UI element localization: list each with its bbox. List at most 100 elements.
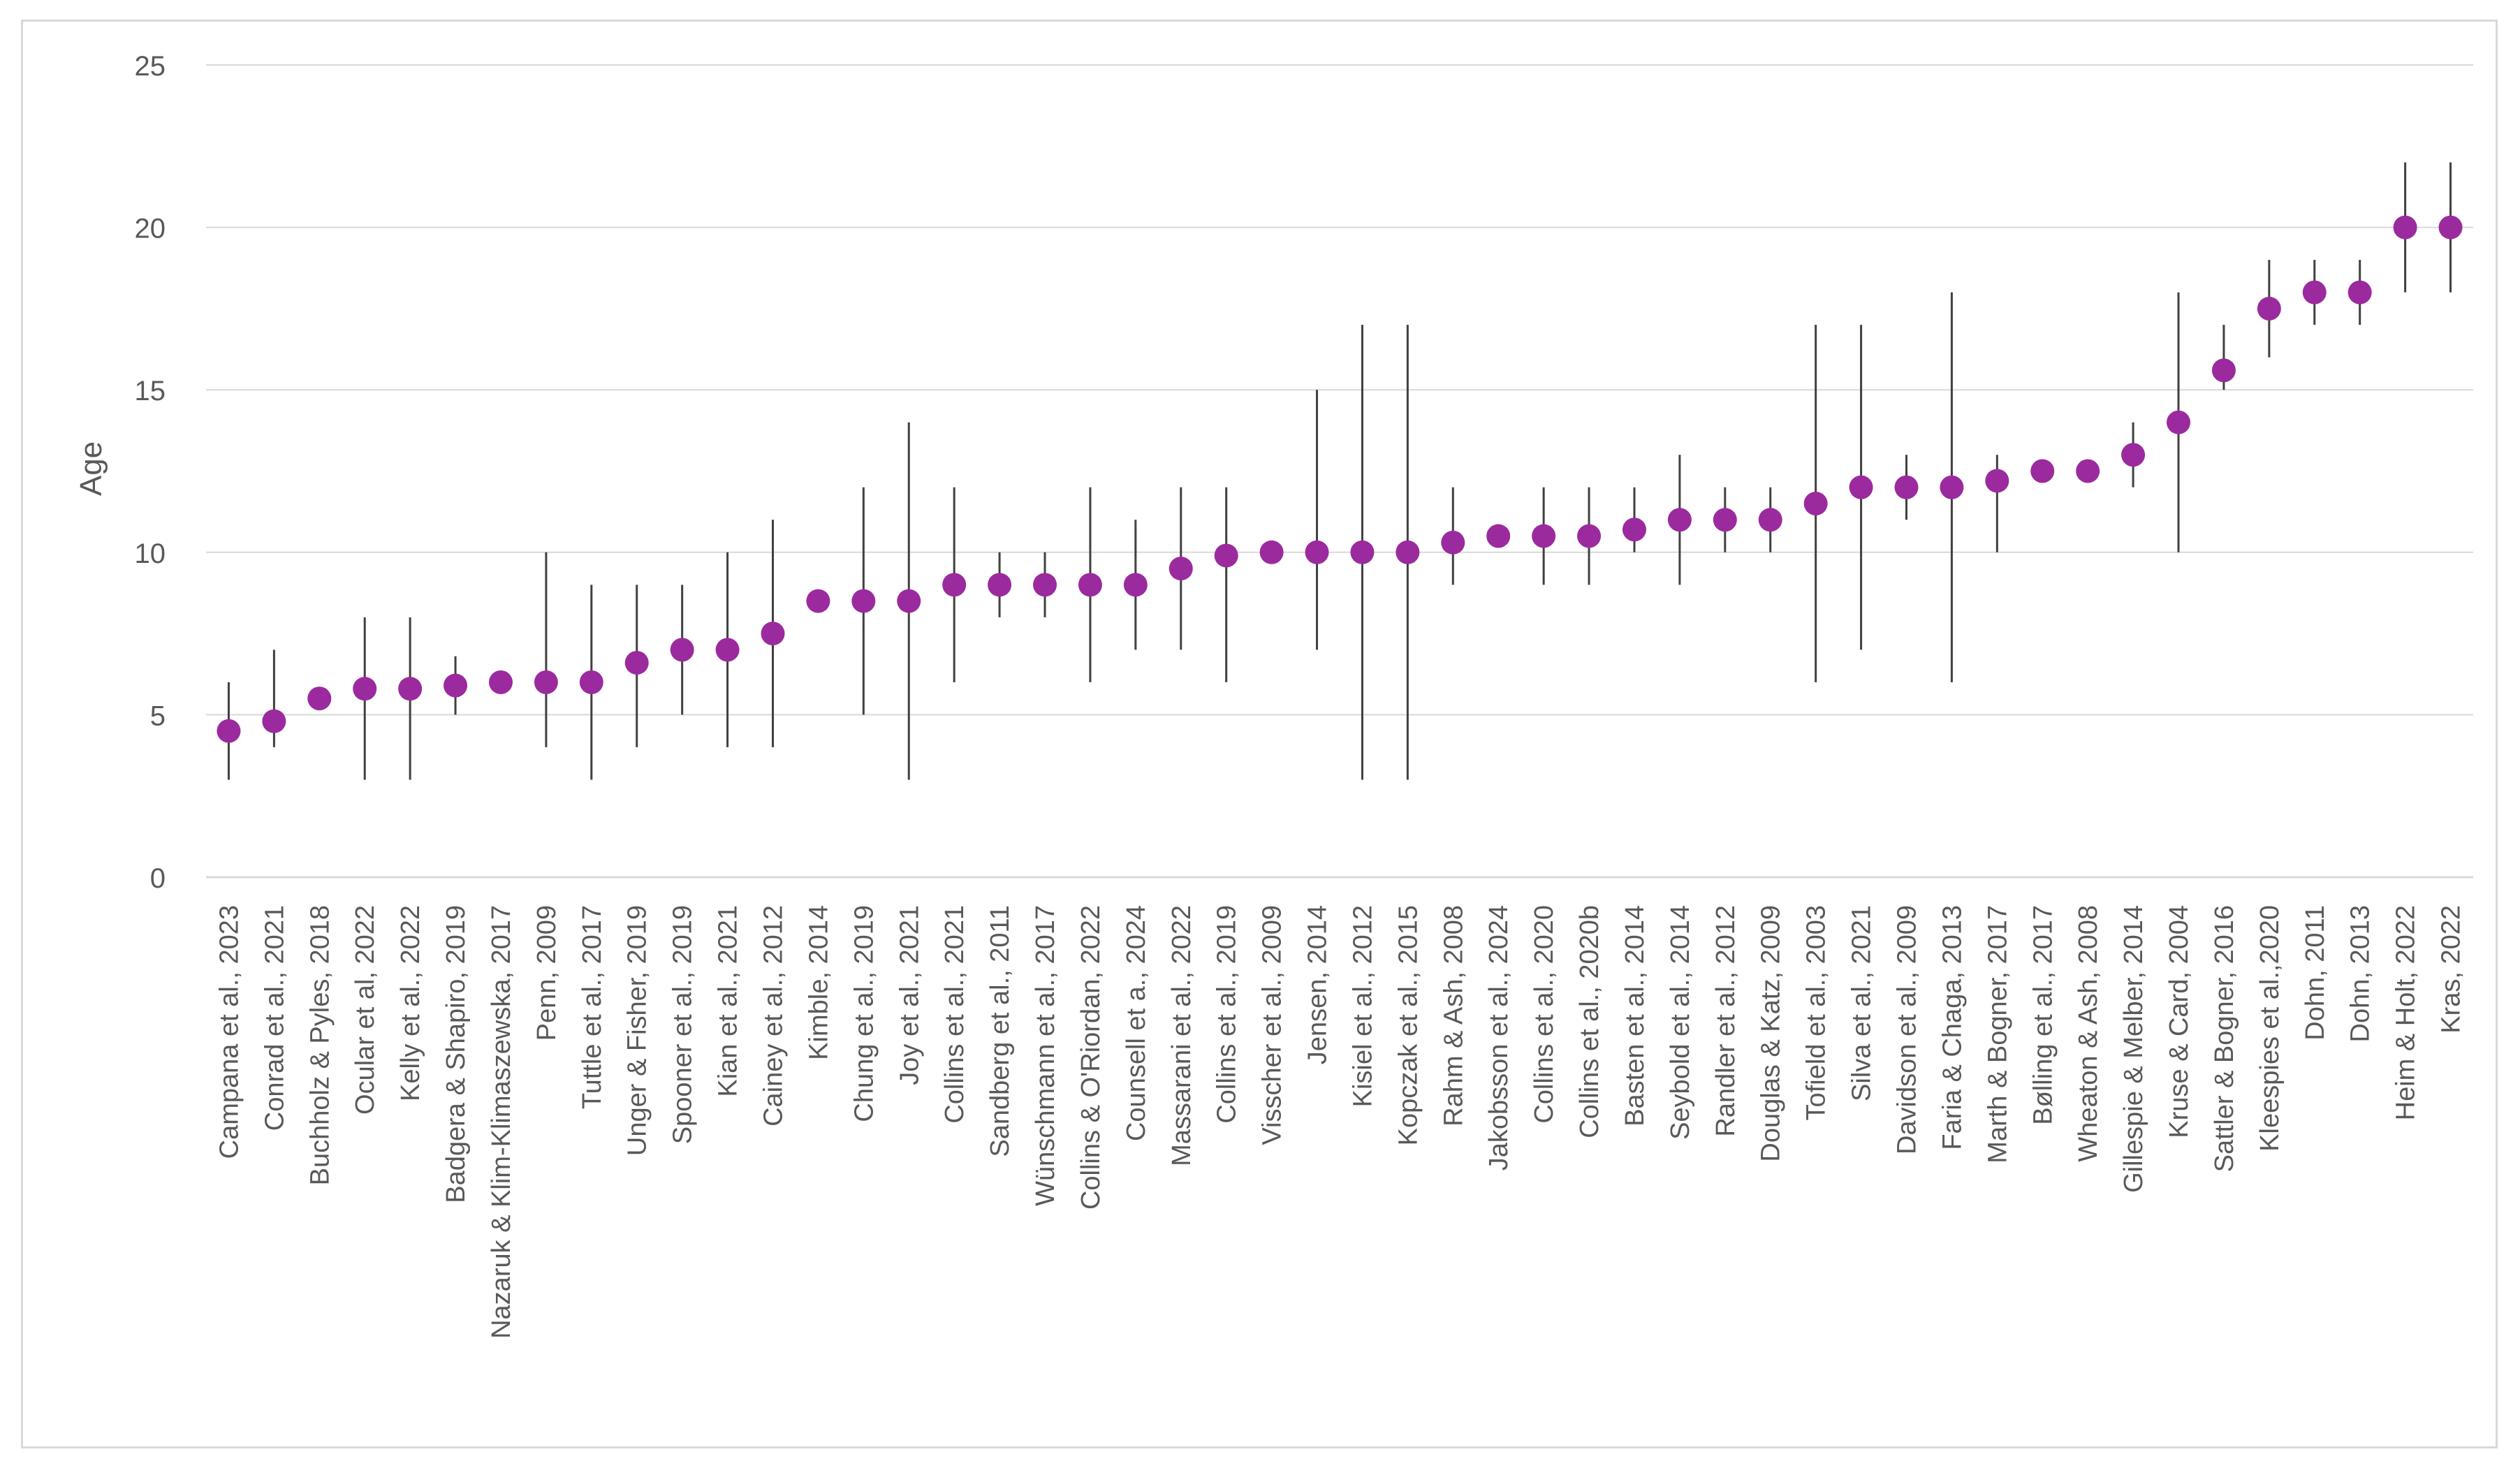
x-tick-label: Campana et al., 2023 <box>214 905 244 1159</box>
gridlines <box>206 64 2473 879</box>
x-tick-label: Basten et al., 2014 <box>1620 905 1650 1127</box>
x-tick-label: Chung et al., 2019 <box>849 905 879 1122</box>
x-tick-label: Dohn, 2011 <box>2301 905 2330 1041</box>
data-point <box>217 719 241 743</box>
x-tick-label: Silva et al., 2021 <box>1847 905 1877 1101</box>
y-tick-label: 10 <box>135 538 166 569</box>
x-tick-label: Badgera & Shapiro, 2019 <box>441 905 471 1203</box>
x-tick-label: Collins et al., 2020b <box>1575 905 1604 1138</box>
data-point <box>262 709 286 733</box>
data-point <box>1078 573 1102 597</box>
x-tick-label: Tuttle et al., 2017 <box>578 905 607 1109</box>
data-point <box>1849 475 1873 499</box>
x-tick-label: Davidson et al., 2009 <box>1893 905 1922 1154</box>
data-point <box>2167 410 2191 434</box>
x-tick-label: Spooner et al., 2019 <box>668 905 698 1144</box>
x-tick-label: Wünschmann et al., 2017 <box>1031 905 1060 1206</box>
x-tick-label: Bølling et al., 2017 <box>2028 905 2058 1125</box>
x-tick-label: Kisiel et al., 2012 <box>1348 905 1377 1107</box>
y-tick-label: 15 <box>135 376 166 406</box>
data-point <box>988 573 1012 597</box>
x-tick-label: Kelly et al., 2022 <box>396 905 425 1101</box>
x-tick-label: Marth & Bogner, 2017 <box>1983 905 2012 1164</box>
x-tick-label: Counsell et a., 2024 <box>1122 905 1151 1141</box>
data-point <box>670 638 694 662</box>
x-tick-label: Buchholz & Pyles, 2018 <box>305 905 335 1185</box>
data-point <box>398 677 423 701</box>
x-tick-label: Collins et al., 2019 <box>1213 905 1242 1124</box>
x-tick-label: Unger & Fisher, 2019 <box>623 905 652 1156</box>
x-tick-label: Kruse & Card, 2004 <box>2164 905 2194 1138</box>
data-point <box>761 622 785 646</box>
data-point <box>488 670 513 694</box>
data-point <box>1667 508 1692 532</box>
x-tick-label: Kian et al., 2021 <box>714 905 743 1097</box>
x-tick-label: Collins et al., 2020 <box>1530 905 1559 1124</box>
x-tick-label: Kras, 2022 <box>2437 905 2466 1034</box>
y-axis-title: Age <box>74 441 108 496</box>
data-point <box>1803 492 1828 516</box>
y-tick-label: 5 <box>150 700 166 731</box>
data-point <box>307 687 332 711</box>
data-point <box>1577 524 1602 548</box>
data-point <box>2393 215 2417 240</box>
data-point <box>715 638 740 662</box>
x-axis-tick-labels: Campana et al., 2023 Conrad et al., 2021 B… <box>214 905 2466 1339</box>
x-tick-label: Kopczak et al., 2015 <box>1393 905 1423 1145</box>
data-point <box>1486 524 1511 548</box>
x-tick-label: Douglas & Katz, 2009 <box>1757 905 1786 1162</box>
data-point <box>579 670 603 694</box>
x-tick-label: Sattler & Bogner, 2016 <box>2210 905 2239 1172</box>
data-point <box>2347 280 2372 304</box>
data-point <box>534 670 558 694</box>
data-point <box>1350 540 1375 564</box>
x-tick-label: Heim & Holt, 2022 <box>2391 905 2421 1120</box>
x-tick-label: Nazaruk & Klim-Klimaszewska, 2017 <box>487 905 516 1339</box>
y-axis-tick-labels: 0 5 10 15 20 25 <box>135 51 166 894</box>
x-tick-label: Wheaton & Ash, 2008 <box>2074 905 2103 1162</box>
data-point <box>2121 443 2146 467</box>
data-point <box>1894 475 1919 499</box>
x-tick-label: Visscher et al., 2009 <box>1258 905 1287 1145</box>
x-tick-label: Seybold et al., 2014 <box>1666 905 1695 1140</box>
data-point <box>1532 524 1556 548</box>
data-point <box>1940 475 1964 499</box>
x-tick-label: Kleespies et al.,2020 <box>2255 905 2285 1152</box>
x-tick-label: Sandberg et al., 2011 <box>986 905 1015 1157</box>
x-tick-label: Randler et al., 2012 <box>1711 905 1741 1137</box>
data-point <box>2211 358 2236 383</box>
data-point <box>942 573 967 597</box>
data-point <box>2438 215 2463 240</box>
x-tick-label: Gillespie & Melber, 2014 <box>2119 905 2148 1193</box>
x-tick-label: Penn, 2009 <box>532 905 562 1041</box>
x-tick-label: Kimble, 2014 <box>804 905 833 1060</box>
data-point <box>353 677 377 701</box>
data-point <box>1169 557 1193 581</box>
x-tick-label: Jensen, 2014 <box>1303 905 1333 1064</box>
y-tick-label: 20 <box>135 214 166 244</box>
data-point <box>2257 296 2281 321</box>
x-tick-label: Ocular et al, 2022 <box>351 905 380 1115</box>
y-tick-label: 0 <box>150 863 166 894</box>
data-point <box>1441 530 1465 555</box>
data-point <box>851 589 876 613</box>
x-tick-label: Collins et al., 2021 <box>940 905 969 1124</box>
y-tick-label: 25 <box>135 51 166 82</box>
data-point <box>2302 280 2327 304</box>
data-point <box>1758 508 1782 532</box>
data-point <box>1713 508 1737 532</box>
error-bars <box>227 162 2452 780</box>
x-tick-label: Massarani et al., 2022 <box>1167 905 1196 1166</box>
data-point <box>1622 518 1646 542</box>
x-tick-label: Faria & Chaga, 2013 <box>1937 905 1967 1150</box>
x-tick-label: Conrad et al., 2021 <box>260 905 289 1131</box>
x-tick-label: Dohn, 2013 <box>2346 905 2375 1043</box>
chart-svg: 0 5 10 15 20 25 Age Campana et al., 2023 Conra… <box>74 51 2473 1339</box>
data-point <box>897 589 921 613</box>
data-point <box>624 650 649 675</box>
x-tick-label: Collins & O'Riordan, 2022 <box>1076 905 1106 1210</box>
data-points <box>217 215 2463 743</box>
chart-frame: 0 5 10 15 20 25 Age Campana et al., 2023 Conra… <box>21 20 2498 1448</box>
data-point <box>1305 540 1329 564</box>
data-point <box>1123 573 1148 597</box>
